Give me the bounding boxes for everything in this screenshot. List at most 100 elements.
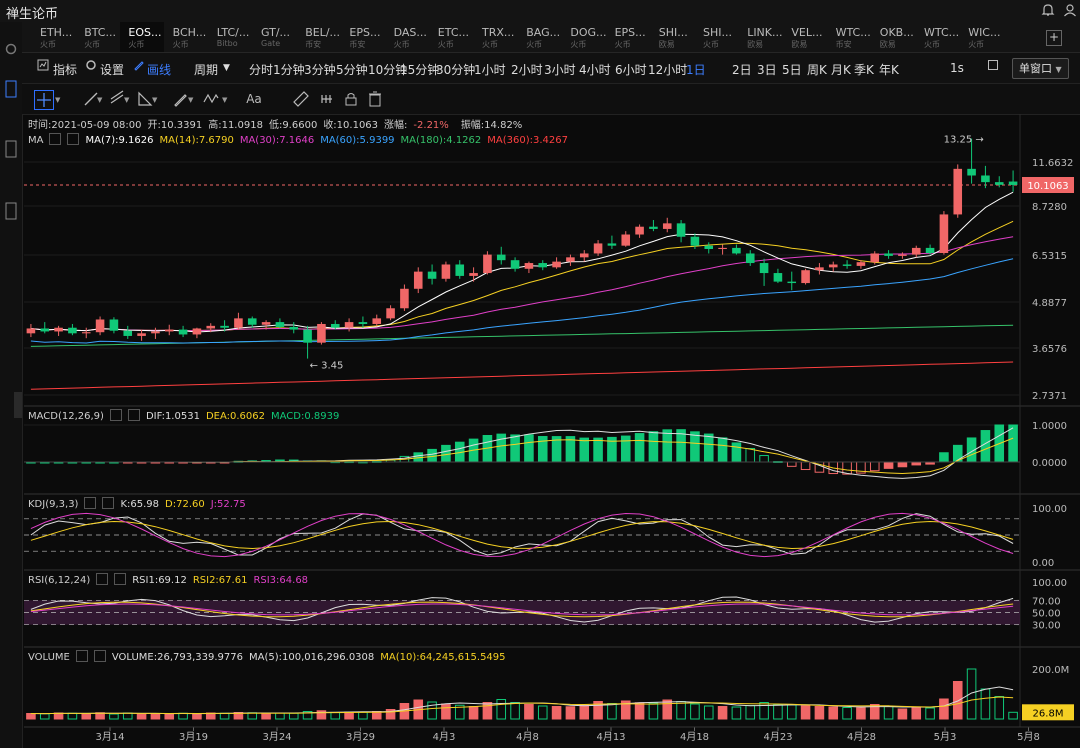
symbol-tab[interactable]: ETH... 火币 (32, 22, 76, 52)
text-icon[interactable]: Aa (246, 92, 262, 106)
symbol-tab[interactable]: LINK... 欧易 (739, 22, 783, 52)
chevron-down-icon[interactable]: ▼ (152, 96, 158, 104)
add-tab-button[interactable]: + (1046, 30, 1062, 46)
period-option[interactable]: 5日 (782, 63, 802, 77)
chart-mode-icon[interactable] (3, 80, 19, 98)
crosshair-icon[interactable] (34, 90, 54, 110)
period-option[interactable]: 1小时 (474, 63, 506, 77)
chevron-down-icon[interactable]: ▼ (97, 96, 103, 104)
settings-icon[interactable] (3, 42, 19, 58)
period-option[interactable]: 6小时 (615, 63, 647, 77)
symbol-tab[interactable]: SHI... 欧易 (651, 22, 695, 52)
period-option[interactable]: 月K (831, 63, 851, 77)
candle-body (718, 247, 727, 250)
trash-icon[interactable] (366, 90, 384, 108)
period-option[interactable]: 3日 (757, 63, 777, 77)
period-option[interactable]: 1日 (686, 63, 706, 77)
period-option[interactable]: 3分钟 (304, 63, 336, 77)
symbol-tab[interactable]: BCH... 火币 (165, 22, 209, 52)
kdj-settings-icon[interactable] (84, 497, 97, 509)
gear-icon[interactable] (82, 59, 100, 77)
symbol-tab-name: DOG... (570, 26, 607, 39)
symbol-tab[interactable]: EPS... 火币 (607, 22, 651, 52)
macd-settings-icon[interactable] (109, 409, 122, 421)
symbol-tab[interactable]: BEL/... 币安 (297, 22, 341, 52)
period-option[interactable]: 10分钟 (368, 63, 408, 77)
period-option[interactable]: 2小时 (511, 63, 543, 77)
symbol-tab[interactable]: BTC... 火币 (76, 22, 120, 52)
macd-close-icon[interactable] (127, 409, 140, 421)
period-option[interactable]: 15分钟 (400, 63, 440, 77)
chevron-down-icon[interactable]: ▼ (55, 96, 61, 104)
ma-settings-icon[interactable] (49, 133, 62, 145)
collapse-handle[interactable] (14, 392, 22, 418)
triangle-icon[interactable] (136, 90, 154, 108)
symbol-tab[interactable]: LTC/... Bitbo (209, 22, 253, 52)
chevron-down-icon[interactable]: ▼ (223, 63, 230, 73)
draw-button[interactable]: 画线 (147, 63, 172, 77)
candle-body (732, 247, 741, 254)
rsi-close-icon[interactable] (114, 573, 127, 585)
symbol-tab[interactable]: BAG... 火币 (518, 22, 562, 52)
period-option[interactable]: 5分钟 (336, 63, 368, 77)
rsi-settings-icon[interactable] (96, 573, 109, 585)
magnet-icon[interactable] (318, 90, 336, 108)
ma-close-icon[interactable] (67, 133, 80, 145)
symbol-tab[interactable]: WTC... 币安 (828, 22, 872, 52)
kdj-k: K:65.98 (120, 499, 160, 510)
symbol-tab[interactable]: WTC... 火币 (916, 22, 960, 52)
volume-close-icon[interactable] (93, 650, 106, 662)
chevron-down-icon[interactable]: ▼ (124, 96, 130, 104)
candle-body (524, 263, 534, 269)
period-option[interactable]: 分时 (249, 63, 274, 77)
chart-canvas[interactable]: 11.6632 8.7280 6.5315 4.8877 3.6576 2.7371 10.… (0, 114, 1080, 748)
chevron-down-icon[interactable]: ▼ (222, 96, 228, 104)
layout-icon[interactable] (3, 202, 19, 220)
volume-bar (925, 707, 935, 720)
list-icon[interactable] (3, 140, 19, 158)
pen-icon[interactable] (172, 90, 190, 108)
settings-button[interactable]: 设置 (100, 63, 125, 77)
line-icon[interactable] (82, 90, 100, 108)
symbol-tab[interactable]: TRX... 火币 (474, 22, 518, 52)
ray-icon[interactable] (108, 90, 126, 108)
period-label[interactable]: 周期 (194, 63, 219, 77)
macd-bar (883, 461, 894, 469)
symbol-tab[interactable]: EOS... 火币 (120, 22, 165, 52)
period-option[interactable]: 30分钟 (436, 63, 476, 77)
pencil-icon[interactable] (130, 59, 148, 77)
volume-settings-icon[interactable] (75, 650, 88, 662)
symbol-tab[interactable]: DOG... 火币 (562, 22, 606, 52)
candle-body (704, 245, 714, 250)
lock-icon[interactable] (342, 90, 360, 108)
period-option[interactable]: 季K (854, 63, 874, 77)
symbol-tab[interactable]: GT/... Gate (253, 22, 297, 52)
wave-icon[interactable] (202, 90, 220, 108)
symbol-tab[interactable]: DAS... 火币 (386, 22, 430, 52)
symbol-tab[interactable]: WIC... 火币 (960, 22, 1004, 52)
period-option[interactable]: 3小时 (544, 63, 576, 77)
period-option[interactable]: 4小时 (579, 63, 611, 77)
ruler-icon[interactable] (292, 90, 310, 108)
symbol-tab[interactable]: OKB... 欧易 (872, 22, 916, 52)
period-option[interactable]: 年K (879, 63, 899, 77)
fullscreen-icon[interactable] (984, 59, 1002, 77)
period-option[interactable]: 1分钟 (273, 63, 305, 77)
user-icon[interactable] (1062, 3, 1078, 19)
chevron-down-icon[interactable]: ▼ (188, 96, 194, 104)
period-option[interactable]: 12小时 (648, 63, 688, 77)
window-mode-select[interactable]: 单窗口 ▼ (1012, 58, 1069, 79)
bell-icon[interactable] (1040, 3, 1056, 19)
symbol-tab[interactable]: SHI... 火币 (695, 22, 739, 52)
seconds-button[interactable]: 1s (950, 61, 964, 75)
symbol-tab[interactable]: ETC... 火币 (430, 22, 474, 52)
period-option[interactable]: 周K (807, 63, 827, 77)
symbol-tab[interactable]: EPS... 币安 (341, 22, 385, 52)
symbol-tab[interactable]: VEL... 欧易 (783, 22, 827, 52)
symbol-tab-name: BCH... (172, 26, 207, 39)
info-close: 收:10.1063 (323, 120, 379, 131)
indicator-icon[interactable] (34, 59, 52, 77)
indicator-button[interactable]: 指标 (53, 63, 78, 77)
kdj-close-icon[interactable] (102, 497, 115, 509)
period-option[interactable]: 2日 (732, 63, 752, 77)
